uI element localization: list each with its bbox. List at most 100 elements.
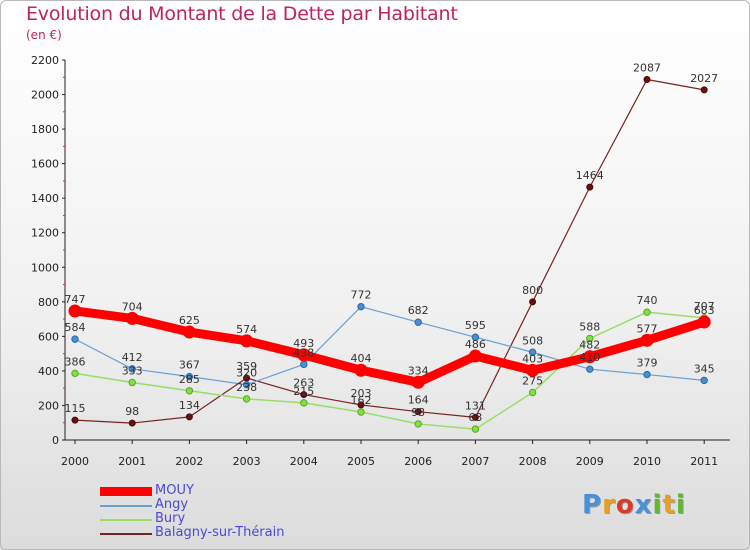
logo-letter: x: [634, 490, 653, 520]
data-point: [300, 360, 308, 369]
series-mouy: [68, 304, 711, 389]
data-point: [414, 318, 422, 326]
y-tick-label-600: 600: [38, 330, 59, 343]
y-tick-label-1200: 1200: [31, 227, 59, 240]
logo-letter: t: [662, 490, 676, 520]
data-point: [643, 370, 651, 379]
data-label: 238: [236, 381, 257, 394]
x-tick-label-2008: 2008: [519, 455, 547, 468]
data-label: 285: [179, 373, 200, 386]
data-point: [586, 334, 594, 343]
chart-title: Evolution du Montant de la Dette par Hab…: [26, 3, 458, 25]
data-point: [414, 420, 422, 428]
data-point: [526, 363, 540, 377]
legend-label-angy: Angy: [155, 497, 189, 512]
series-line: [74, 311, 705, 430]
data-point: [240, 334, 254, 348]
data-label: 379: [637, 357, 658, 370]
data-point: [411, 375, 425, 389]
x-tick-label-2011: 2011: [690, 455, 718, 468]
data-label: 275: [522, 375, 543, 388]
x-tick-label-2002: 2002: [175, 455, 203, 468]
data-point: [185, 413, 193, 421]
data-label: 493: [293, 337, 314, 350]
data-labels: 747 704 625 574 493 404 334 486 403 482 577 683 584 4…: [65, 62, 719, 425]
data-label: 772: [351, 289, 372, 302]
data-point: [185, 372, 194, 381]
legend-swatch-balagny: [100, 533, 152, 535]
legend: MOUY Angy Bury Balagny-sur-Thérain: [100, 483, 360, 540]
x-tick-label-2009: 2009: [576, 455, 604, 468]
y-tick-label-1600: 1600: [31, 158, 59, 171]
data-point: [468, 349, 482, 363]
data-label: 682: [408, 304, 429, 317]
data-point: [697, 315, 711, 329]
data-label: 403: [522, 352, 543, 365]
data-point: [243, 374, 251, 382]
data-point: [643, 76, 651, 84]
y-tick-label-2000: 2000: [31, 89, 59, 102]
data-label: 333: [122, 364, 143, 377]
y-tick-label-0: 0: [52, 434, 59, 447]
data-label: 683: [694, 304, 715, 317]
data-point: [357, 408, 365, 416]
data-label: 486: [465, 338, 486, 351]
legend-item-balagny: Balagny-sur-Thérain: [100, 525, 360, 540]
data-point: [128, 378, 136, 387]
data-label: 2087: [633, 62, 661, 75]
legend-item-mouy: MOUY: [100, 483, 360, 498]
data-label: 203: [351, 387, 372, 400]
y-tick-label-1800: 1800: [31, 123, 59, 136]
data-point: [640, 333, 654, 347]
x-tick-label-2006: 2006: [404, 455, 432, 468]
data-point: [586, 183, 594, 191]
logo-letter: r: [602, 490, 616, 520]
logo-letter: i: [652, 490, 663, 520]
axes: 0 200 400 600 800 1000 1200 1400 1600 1800 2000 220…: [31, 54, 730, 468]
chart-unit-label: (en €): [26, 28, 62, 42]
data-point: [71, 335, 79, 343]
data-point: [71, 369, 79, 378]
data-point: [643, 308, 651, 316]
data-label: 345: [694, 362, 715, 375]
data-label: 595: [465, 319, 486, 332]
data-label: 438: [293, 346, 314, 359]
data-label: 98: [125, 405, 139, 418]
data-label: 320: [236, 367, 257, 380]
data-label: 367: [179, 359, 200, 372]
legend-label-mouy: MOUY: [155, 483, 194, 498]
y-tick-label-200: 200: [38, 399, 59, 412]
data-label: 215: [293, 385, 314, 398]
logo-letter: o: [615, 490, 635, 520]
data-point: [528, 388, 537, 397]
data-label: 482: [579, 339, 600, 352]
x-tick-label-2001: 2001: [118, 455, 146, 468]
series-line: [74, 306, 705, 386]
proxiti-logo: Proxiti: [582, 490, 686, 520]
data-point: [354, 363, 368, 377]
series-layer: [68, 76, 711, 433]
x-tick-label-2005: 2005: [347, 455, 375, 468]
data-label: 359: [236, 360, 257, 373]
x-tick-label-2010: 2010: [633, 455, 661, 468]
y-tick-label-2200: 2200: [31, 54, 59, 67]
data-label: 412: [122, 351, 143, 364]
data-point: [583, 350, 597, 364]
data-label: 1464: [576, 169, 604, 182]
data-label: 134: [179, 399, 200, 412]
data-label: 263: [293, 377, 314, 390]
data-point: [414, 408, 422, 416]
legend-label-balagny: Balagny-sur-Thérain: [155, 525, 285, 540]
data-point: [71, 416, 79, 424]
data-label: 800: [522, 284, 543, 297]
legend-item-bury: Bury: [100, 511, 360, 526]
logo-letter: P: [582, 490, 603, 520]
data-label: 740: [637, 294, 658, 307]
y-tick-label-1000: 1000: [31, 261, 59, 274]
legend-swatch-angy: [100, 505, 152, 507]
x-tick-label-2004: 2004: [290, 455, 318, 468]
data-point: [529, 298, 537, 306]
data-point: [242, 381, 251, 389]
data-point: [528, 348, 537, 356]
